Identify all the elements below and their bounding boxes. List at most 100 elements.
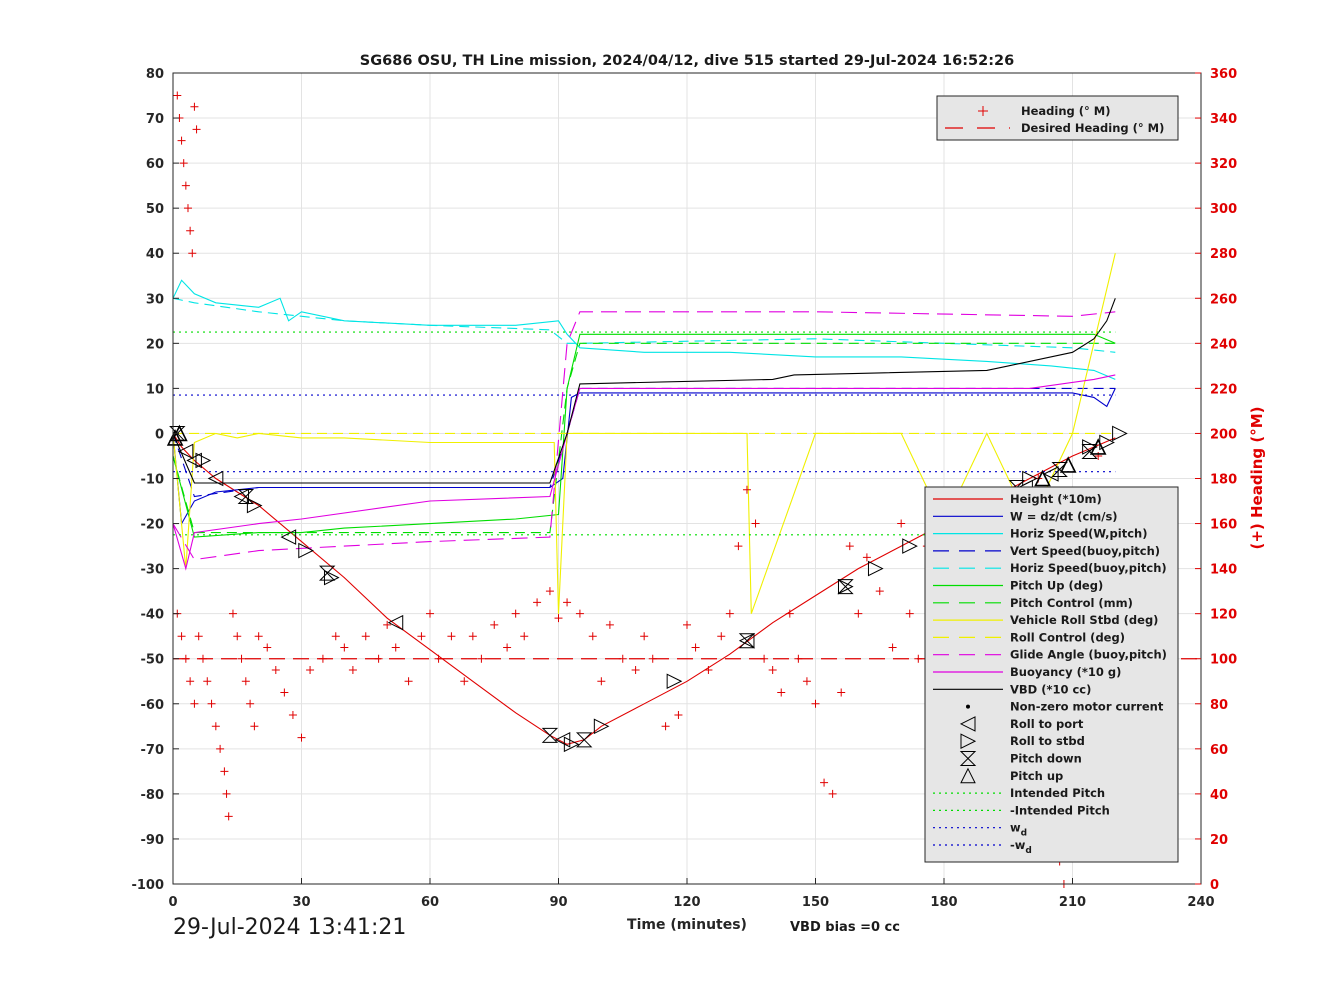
heading-point (905, 609, 914, 618)
roll-port-marker (738, 632, 755, 649)
legend-label: Buoyancy (*10 g) (1010, 665, 1121, 679)
pitch-up-marker (166, 429, 184, 446)
heading-point (271, 665, 280, 674)
y-right-tick-label: 340 (1210, 112, 1237, 127)
pitch-down-marker (1051, 461, 1068, 477)
heading-point (306, 665, 315, 674)
heading-point (897, 519, 906, 528)
heading-point (434, 654, 443, 663)
heading-point (198, 654, 207, 663)
heading-point (468, 632, 477, 641)
heading-point (426, 609, 434, 618)
heading-point (318, 654, 327, 663)
heading-point (661, 722, 670, 731)
y-right-tick-label: 360 (1210, 67, 1237, 82)
legend-label: Vehicle Roll Stbd (deg) (1010, 613, 1158, 627)
series-line (172, 387, 1116, 498)
heading-point (383, 620, 392, 629)
heading-point (777, 688, 786, 697)
legend-label: Roll Control (deg) (1010, 630, 1125, 644)
heading-point (717, 632, 726, 641)
roll-stbd-marker (1082, 439, 1098, 455)
y-right-tick-label: 0 (1210, 878, 1219, 893)
heading-point (222, 789, 231, 798)
heading-point (888, 643, 897, 652)
heading-point (192, 125, 201, 134)
main-legend-box (924, 486, 1179, 863)
roll-stbd-marker (1022, 470, 1038, 487)
y-tick-label: -60 (141, 698, 165, 713)
heading-point (828, 789, 837, 798)
heading-point (374, 654, 383, 663)
heading-point (417, 632, 426, 641)
heading-point (563, 598, 572, 607)
legend-swatch (960, 733, 977, 750)
y-right-tick-label: 220 (1210, 382, 1237, 397)
heading-point (224, 812, 233, 821)
heading-point (280, 688, 289, 697)
heading-point (297, 733, 306, 742)
heading-point (391, 643, 400, 652)
roll-port-marker (233, 488, 250, 505)
y-tick-label: 0 (155, 427, 164, 442)
heading-point (914, 654, 923, 663)
y-tick-label: -90 (141, 833, 165, 848)
x-tick-label: 120 (673, 895, 700, 910)
heading-point (181, 654, 190, 663)
roll-stbd-marker (593, 718, 610, 735)
heading-point (188, 249, 197, 258)
y-tick-label: 70 (146, 112, 164, 127)
heading-point (211, 722, 220, 731)
legend-swatch (960, 767, 976, 784)
heading-point (597, 677, 606, 686)
pitch-up-marker (1089, 438, 1107, 455)
x-tick-label: 90 (549, 895, 567, 910)
heading-point (340, 643, 349, 652)
heading-point (186, 226, 195, 235)
heading-point (554, 614, 563, 623)
legend-label: Non-zero motor current (1010, 700, 1164, 714)
heading-point (177, 632, 186, 641)
legend-label-subscript: d (1021, 829, 1027, 839)
y-axis-left-ticks: 80 70 60 50 40 30 20 10 0 -10 -20 -30 -40 -50 -60 -70 -8… (131, 67, 179, 893)
heading-point (845, 542, 854, 551)
y-right-tick-label: 260 (1210, 292, 1237, 307)
roll-stbd-marker (867, 560, 884, 577)
legend-label: Glide Angle (buoy,pitch) (1010, 648, 1167, 662)
marker-layer (166, 424, 1128, 753)
roll-stbd-marker (298, 542, 314, 559)
heading-point (207, 699, 216, 708)
legend-label: Horiz Speed(W,pitch) (1010, 527, 1147, 541)
heading-point (768, 665, 777, 674)
y-right-tick-label: 20 (1210, 833, 1228, 848)
heading-legend-box (936, 95, 1179, 141)
pitch-down-marker (318, 565, 336, 581)
y-right-tick-label: 160 (1210, 518, 1237, 533)
pitch-down-marker (575, 732, 593, 748)
roll-stbd-marker (323, 569, 340, 586)
heading-point (811, 699, 820, 708)
heading-point (173, 91, 182, 100)
pitch-up-marker (1034, 469, 1051, 487)
heading-point (348, 665, 357, 674)
heading-point (704, 665, 713, 674)
y-right-tick-label: 120 (1210, 608, 1237, 623)
y-tick-label: -80 (141, 788, 165, 803)
legend-label: Pitch down (1010, 752, 1082, 766)
vbd-bias-note: VBD bias =0 cc (790, 920, 900, 935)
legend-swatch (966, 704, 970, 709)
heading-point (802, 677, 811, 686)
heading-point (820, 778, 829, 787)
y-right-tick-label: 40 (1210, 788, 1228, 803)
y-tick-label: -40 (141, 608, 165, 623)
legend-label: Intended Pitch (1010, 786, 1105, 800)
heading-point (186, 677, 195, 686)
heading-point (837, 688, 846, 697)
heading-point (618, 654, 627, 663)
roll-stbd-marker (666, 673, 683, 690)
heading-legend-swatch (978, 106, 988, 116)
heading-point (794, 654, 803, 663)
y-axis-right-ticks: 3603403203002802602402202001801601401201… (1195, 67, 1237, 893)
y-tick-label: 30 (146, 292, 164, 307)
